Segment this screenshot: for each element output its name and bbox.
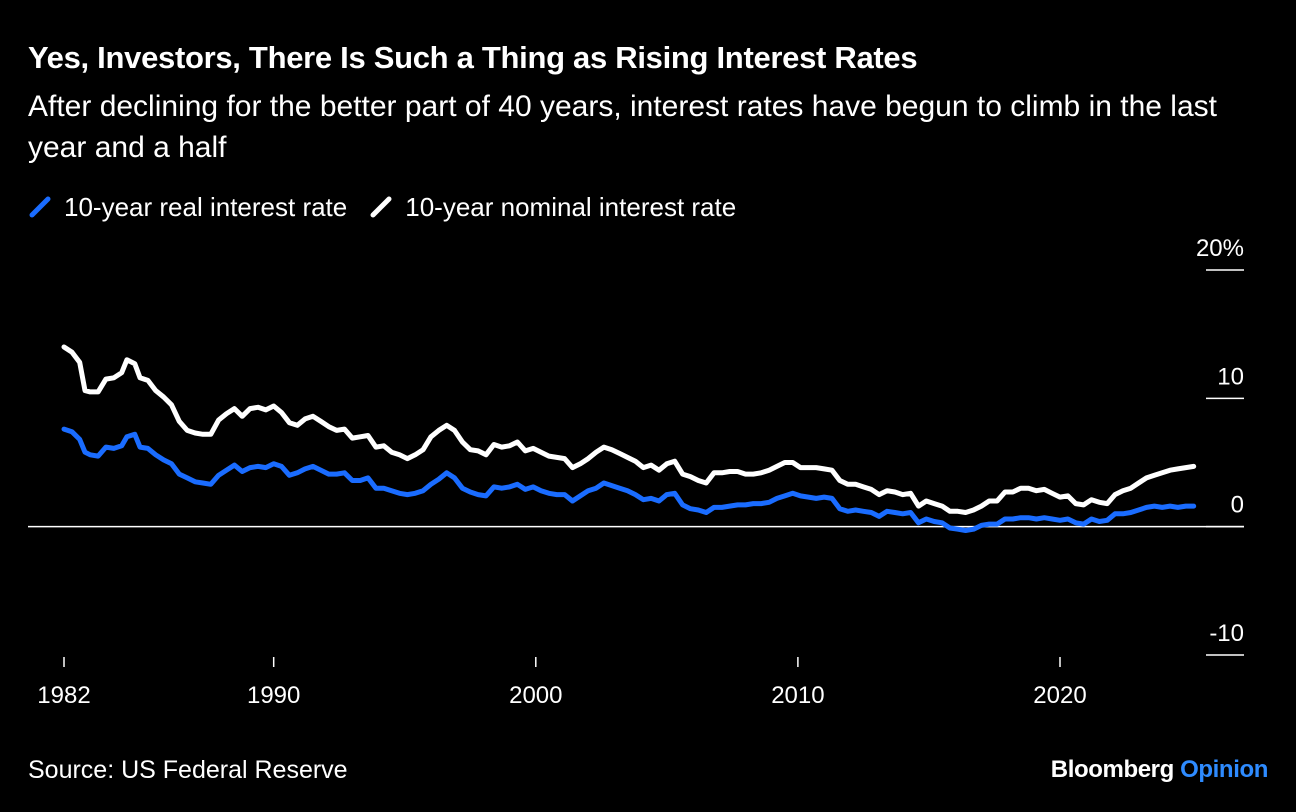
- chart-legend: 10-year real interest rate 10-year nomin…: [28, 190, 758, 224]
- x-tick-label: 1982: [37, 682, 90, 709]
- legend-label-real: 10-year real interest rate: [64, 191, 348, 222]
- y-tick-label: 0: [1231, 492, 1244, 519]
- x-tick-label: 2020: [1033, 682, 1086, 709]
- source-note: Source: US Federal Reserve: [28, 756, 348, 784]
- x-tick-label: 2010: [771, 682, 824, 709]
- brand-logo: Bloomberg Opinion: [1050, 756, 1269, 784]
- series-line-real: [61, 426, 1197, 533]
- x-tick-label: 2000: [509, 682, 562, 709]
- y-tick-label: 20%: [1196, 235, 1244, 262]
- legend-label-nominal: 10-year nominal interest rate: [405, 191, 737, 222]
- legend-item-real: 10-year real interest rate: [28, 192, 347, 223]
- chart-title: Yes, Investors, There Is Such a Thing as…: [28, 40, 918, 75]
- series-line-nominal: [61, 344, 1197, 515]
- y-tick-label: -10: [1209, 620, 1244, 647]
- x-tick-label: 1990: [247, 682, 300, 709]
- legend-swatch-real-icon: [29, 196, 51, 218]
- legend-swatch-nominal-icon: [370, 196, 392, 218]
- brand-suffix: Opinion: [1180, 756, 1268, 783]
- chart-subtitle: After declining for the better part of 4…: [28, 90, 1217, 164]
- legend-item-nominal: 10-year nominal interest rate: [369, 192, 736, 223]
- brand-name: Bloomberg: [1050, 756, 1174, 783]
- y-tick-label: 10: [1217, 363, 1244, 390]
